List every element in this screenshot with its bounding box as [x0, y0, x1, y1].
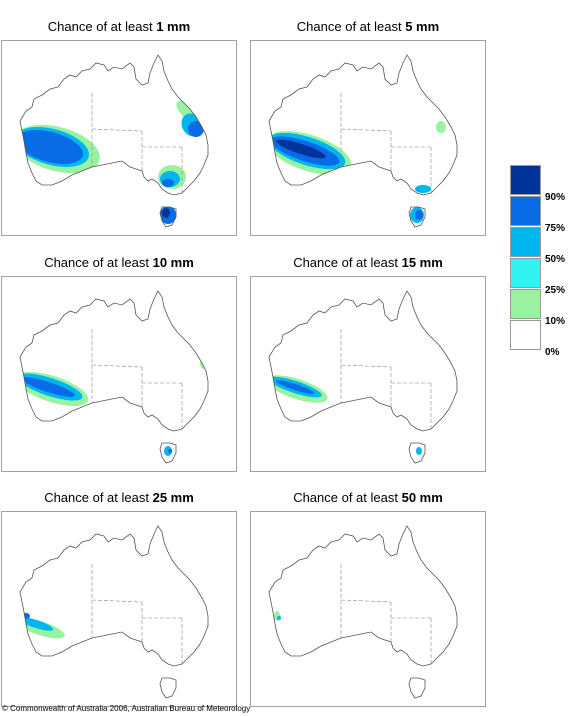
- legend-swatch-25: [510, 258, 541, 288]
- map-50mm: [250, 511, 486, 707]
- panel-title: Chance of at least 1 mm: [47, 19, 191, 34]
- coastline: [268, 525, 458, 667]
- legend-label-10: 10%: [545, 316, 566, 327]
- rain-probability-area: [188, 121, 204, 137]
- panel-10mm: Chance of at least 10 mm: [1, 252, 237, 472]
- australia-map: [19, 290, 209, 464]
- coastline: [408, 206, 426, 228]
- panel-5mm: Chance of at least 5 mm: [250, 16, 486, 236]
- panel-title: Chance of at least 10 mm: [44, 255, 194, 270]
- rain-probability-area: [277, 616, 281, 620]
- state-border: [91, 599, 143, 603]
- map-10mm: [1, 276, 237, 472]
- rain-probability-area: [415, 210, 423, 220]
- legend-label-25: 25%: [545, 285, 566, 296]
- legend-swatch-75: [510, 196, 541, 226]
- coastline: [19, 525, 209, 667]
- panel-title: Chance of at least 5 mm: [296, 19, 440, 34]
- legend-swatch-10: [510, 289, 541, 319]
- coastline: [159, 442, 177, 464]
- australia-map: [268, 525, 458, 699]
- panel-1mm: Chance of at least 1 mm: [1, 16, 237, 236]
- rain-probability-area: [22, 613, 30, 619]
- rain-probability-area: [20, 617, 54, 631]
- coastline: [19, 290, 209, 432]
- rain-probability-area: [276, 139, 326, 159]
- rain-probability-area: [415, 185, 431, 193]
- coastline: [268, 54, 458, 196]
- panel-title: Chance of at least 15 mm: [293, 255, 443, 270]
- legend-swatch-0: [510, 320, 541, 350]
- coastline: [408, 677, 426, 699]
- map-1mm: [1, 40, 237, 236]
- legend-label-0: 0%: [545, 347, 560, 358]
- legend-label-90: 90%: [545, 192, 566, 203]
- panel-title: Chance of at least 50 mm: [293, 490, 443, 505]
- copyright-footer: © Commonwealth of Australia 2006, Austra…: [2, 704, 251, 713]
- state-border: [340, 599, 392, 603]
- legend-swatch-50: [510, 227, 541, 257]
- legend-label-75: 75%: [545, 223, 566, 234]
- panel-15mm: Chance of at least 15 mm: [250, 252, 486, 472]
- rain-probability-area: [416, 447, 422, 455]
- australia-map: [19, 525, 209, 699]
- rain-probability-area: [168, 449, 172, 453]
- rain-probability-area: [21, 377, 75, 397]
- map-5mm: [250, 40, 486, 236]
- panel-title: Chance of at least 25 mm: [44, 490, 194, 505]
- rain-probability-area: [20, 130, 84, 164]
- panel-25mm: Chance of at least 25 mm: [1, 487, 237, 707]
- legend-swatch-90: [510, 165, 541, 195]
- rain-probability-area: [162, 208, 170, 218]
- map-25mm: [1, 511, 237, 707]
- rain-probability-area: [436, 121, 446, 133]
- state-border: [340, 364, 392, 368]
- map-15mm: [250, 276, 486, 472]
- coastline: [408, 442, 426, 464]
- state-border: [340, 128, 392, 132]
- coastline: [159, 206, 177, 228]
- legend-label-50: 50%: [545, 254, 566, 265]
- state-border: [91, 364, 143, 368]
- rain-probability-area: [275, 380, 315, 394]
- coastline: [268, 290, 458, 432]
- state-border: [91, 128, 143, 132]
- rain-probability-area: [162, 179, 174, 187]
- panel-50mm: Chance of at least 50 mm: [250, 487, 486, 707]
- australia-map: [268, 290, 458, 464]
- australia-map: [268, 54, 458, 228]
- australia-map: [19, 54, 209, 228]
- coastline: [159, 677, 177, 699]
- coastline: [19, 54, 209, 196]
